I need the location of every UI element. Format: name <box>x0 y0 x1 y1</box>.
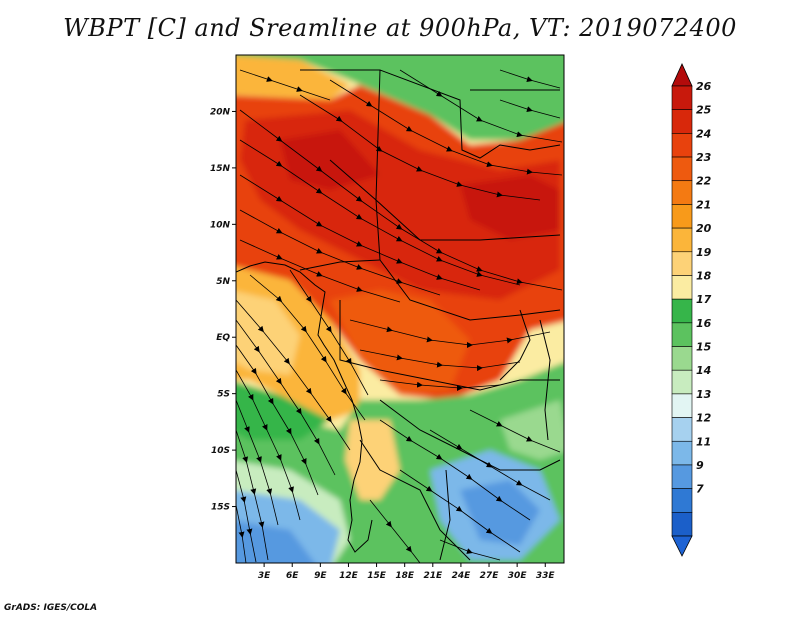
lat-tick-label: 5S <box>217 390 230 400</box>
map-plot-area <box>236 55 564 563</box>
colorbar-segment <box>671 512 693 537</box>
colorbar-label: 9 <box>696 459 704 472</box>
colorbar-label: 15 <box>696 341 712 354</box>
lon-tick-label: 21E <box>423 571 443 581</box>
colorbar-label: 26 <box>696 80 712 93</box>
lat-tick-label: 10S <box>211 446 230 456</box>
colorbar-segment <box>671 346 693 371</box>
colorbar-label: 11 <box>696 435 711 448</box>
lat-tick-label: 15N <box>210 164 231 174</box>
colorbar-segment <box>671 204 693 229</box>
longitude-axis: 3E 6E 9E 12E 15E 18E 21E 24E 27E 30E 33E <box>258 563 556 581</box>
colorbar-segment <box>671 322 693 347</box>
colorbar-label: 13 <box>696 388 712 401</box>
colorbar-label: 7 <box>696 483 704 496</box>
colorbar-segment <box>671 369 693 395</box>
lon-tick-label: 27E <box>480 571 500 581</box>
colorbar-segment <box>671 393 693 418</box>
colorbar-segment <box>671 488 693 513</box>
colorbar-segment <box>671 180 693 205</box>
latitude-axis: 20N 15N 10N 5N EQ 5S 10S 15S <box>210 107 236 513</box>
lat-tick-label: 10N <box>210 220 231 230</box>
colorbar-top-arrow <box>671 63 693 87</box>
colorbar-label: 24 <box>696 127 711 140</box>
lon-tick-label: 12E <box>339 571 359 581</box>
lat-tick-label: 15S <box>211 503 230 513</box>
colorbar-segment <box>671 227 693 253</box>
colorbar-segment <box>671 156 693 182</box>
lat-tick-label: 5N <box>216 277 230 287</box>
colorbar-label: 17 <box>696 293 712 306</box>
lon-tick-label: 24E <box>452 571 472 581</box>
map-frame <box>235 54 565 564</box>
colorbar-label: 16 <box>696 317 712 330</box>
lon-tick-label: 3E <box>258 571 271 581</box>
colorbar-label: 19 <box>696 246 712 259</box>
lon-tick-label: 18E <box>395 571 415 581</box>
colorbar-segment <box>671 85 693 110</box>
colorbar-label: 12 <box>696 412 712 425</box>
colorbar-label: 23 <box>696 151 712 164</box>
chart-title: WBPT [C] and Sreamline at 900hPa, VT: 20… <box>63 14 737 42</box>
lon-tick-label: 6E <box>286 571 299 581</box>
lon-tick-label: 33E <box>536 571 556 581</box>
colorbar-segment <box>671 464 693 489</box>
colorbar-segment <box>671 109 693 134</box>
colorbar-label: 22 <box>696 175 712 188</box>
wbpt-shading <box>236 55 564 563</box>
colorbar-label: 20 <box>696 222 712 235</box>
colorbar-segment <box>671 275 693 300</box>
streamlines <box>236 69 563 563</box>
colorbar-label: 18 <box>696 269 712 282</box>
lat-tick-label: 20N <box>210 107 231 117</box>
lat-tick-label: EQ <box>216 333 230 343</box>
colorbar-segment <box>671 298 693 324</box>
colorbar: 26 25 24 23 22 21 20 19 18 17 16 15 14 13 12 11 9 7 <box>671 63 712 557</box>
lon-tick-label: 15E <box>367 571 387 581</box>
colorbar-label: 25 <box>696 104 712 117</box>
colorbar-segment <box>671 251 693 276</box>
colorbar-segment <box>671 133 693 158</box>
colorbar-label: 21 <box>696 198 711 211</box>
colorbar-bottom-arrow <box>671 535 693 557</box>
colorbar-segment <box>671 440 693 466</box>
lon-tick-label: 30E <box>508 571 528 581</box>
lon-tick-label: 9E <box>314 571 327 581</box>
grads-credit: GrADS: IGES/COLA <box>4 603 98 613</box>
colorbar-segment <box>671 417 693 442</box>
colorbar-label: 14 <box>696 364 711 377</box>
